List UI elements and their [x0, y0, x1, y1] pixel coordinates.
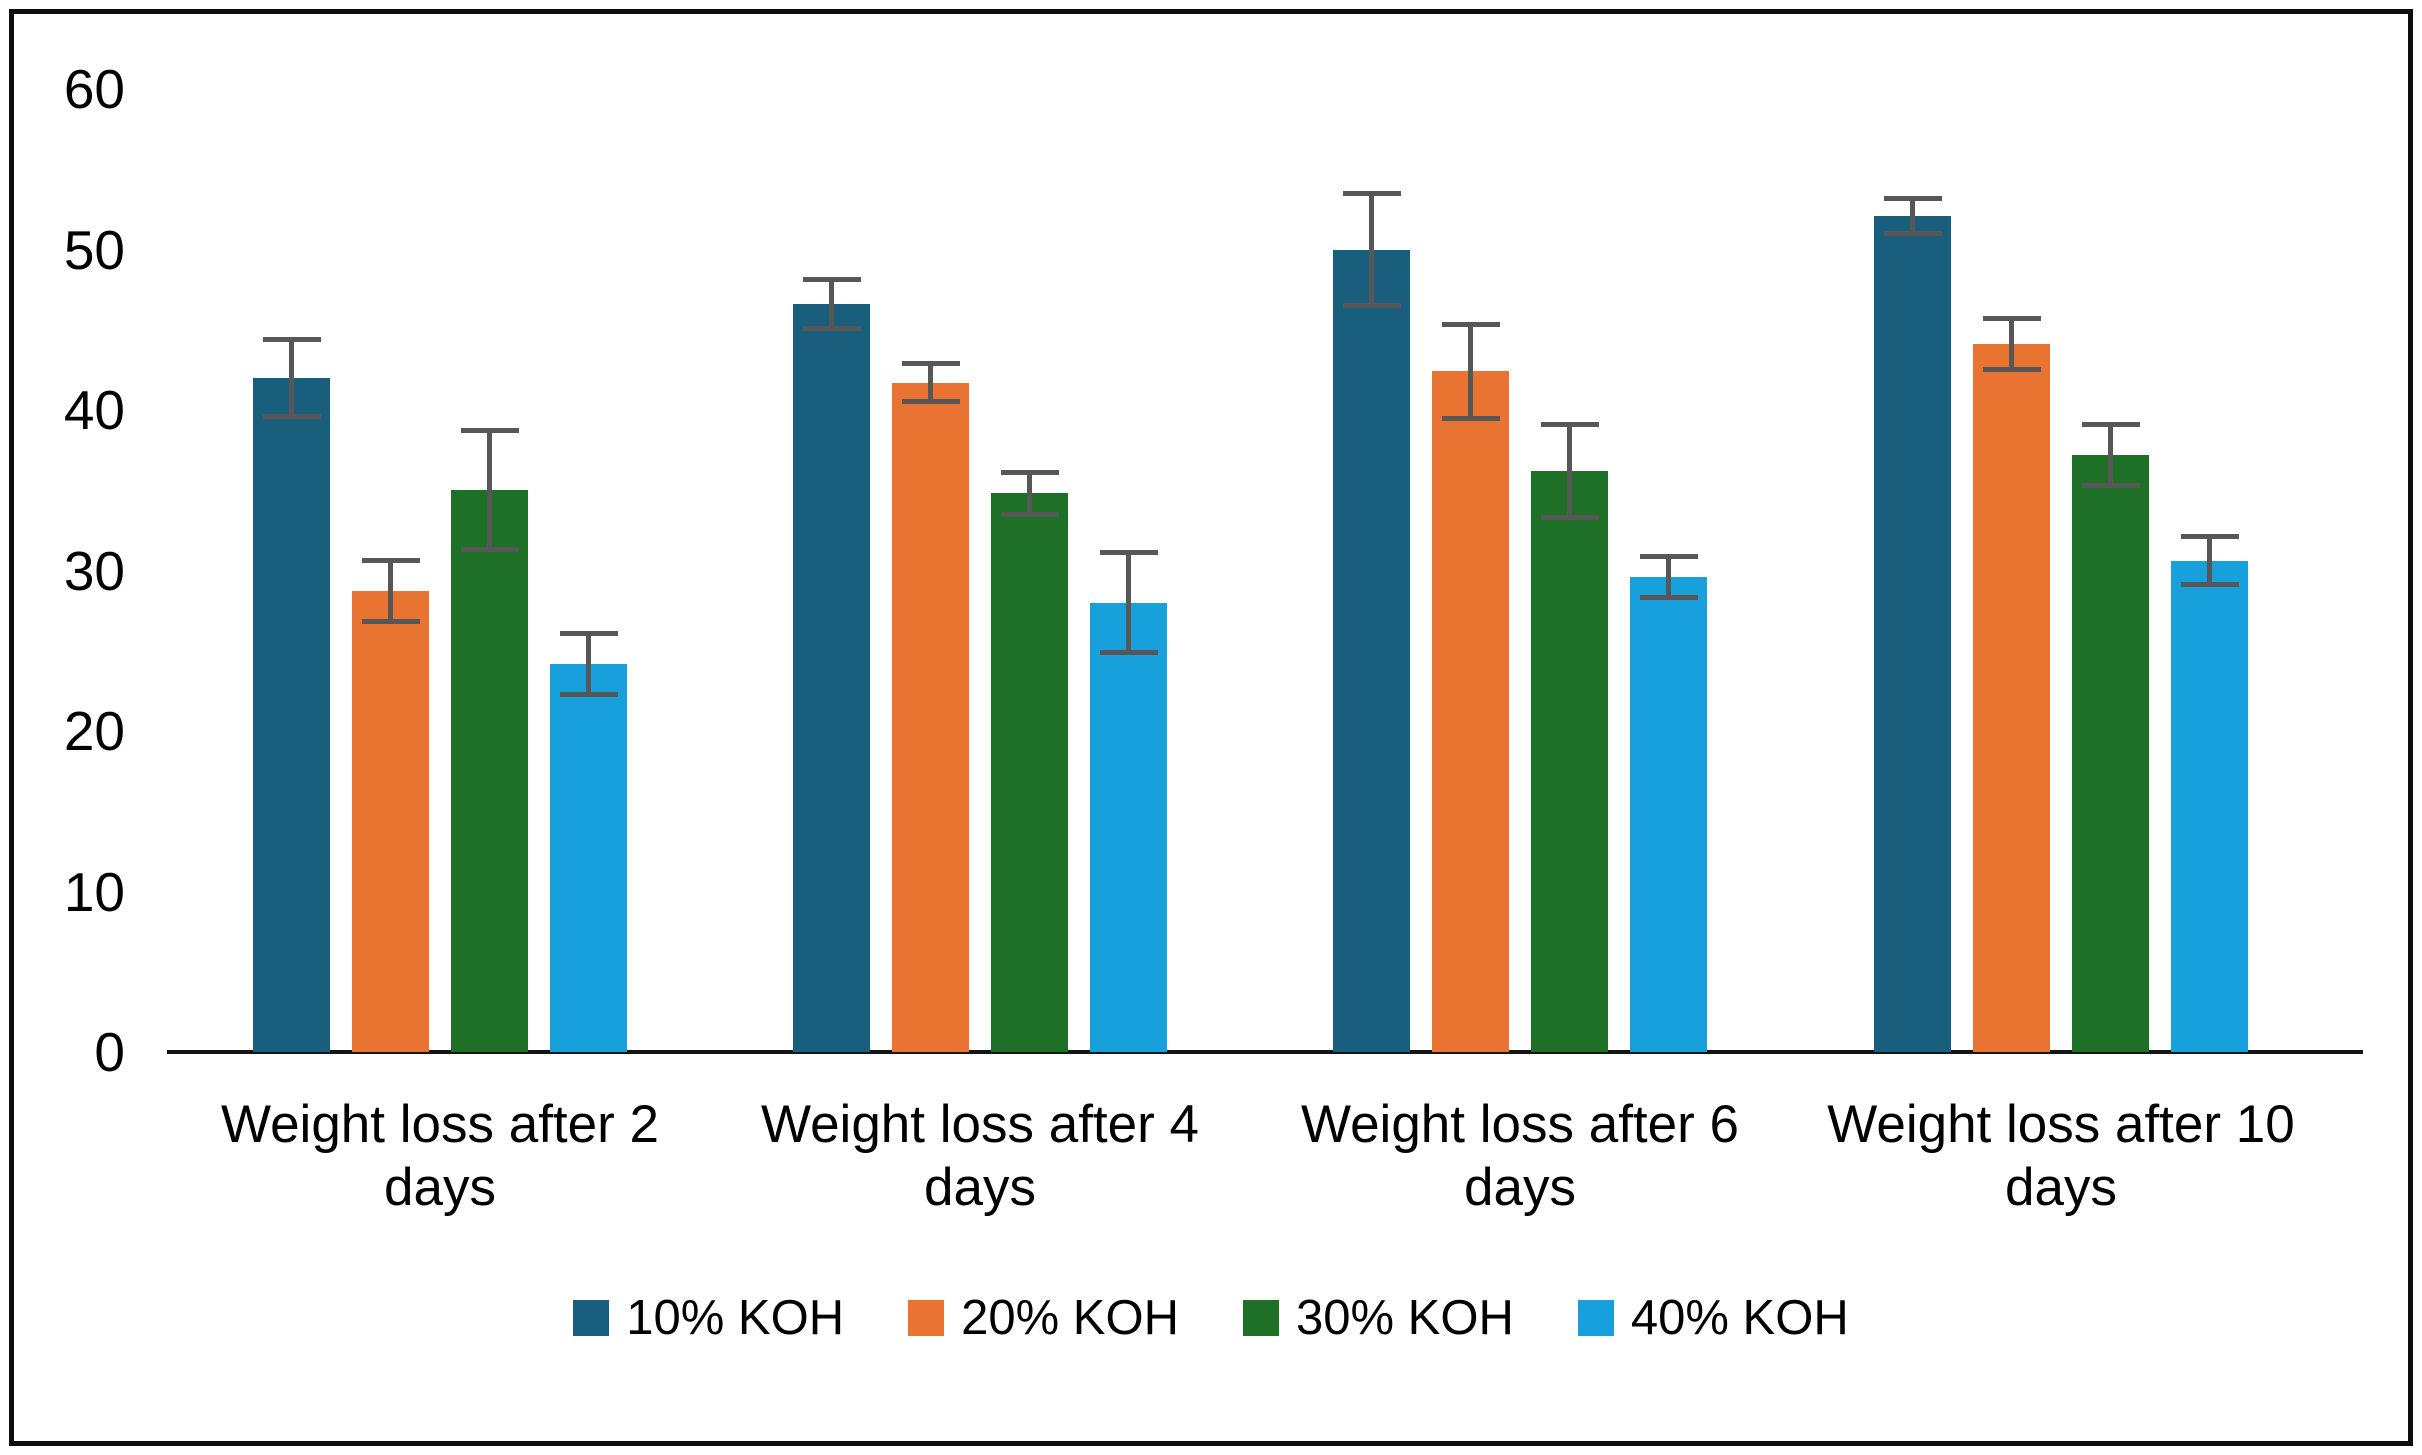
category-label: Weight loss after 10 days: [1827, 1095, 2295, 1217]
bar-10-koh-group4: [1874, 215, 1951, 1052]
bar-20-koh-group2: [892, 382, 969, 1052]
error-bar-cap: [2180, 582, 2239, 588]
category-label: Weight loss after 4 days: [761, 1095, 1199, 1217]
legend-item: 30% KOH: [1243, 1290, 1514, 1346]
error-bar-cap: [460, 428, 519, 434]
error-bar: [2207, 536, 2212, 585]
legend-label: 20% KOH: [961, 1291, 1179, 1345]
bar-30-koh-group3: [1531, 470, 1608, 1052]
error-bar: [1666, 556, 1671, 598]
error-bar: [2009, 318, 2014, 370]
error-bar-cap: [1441, 415, 1500, 421]
error-bar-cap: [1883, 230, 1942, 236]
y-tick-label: 30: [63, 540, 125, 602]
y-tick-label: 20: [63, 700, 125, 762]
bar-20-koh-group4: [1973, 344, 2050, 1052]
legend-item: 20% KOH: [908, 1290, 1179, 1346]
legend: 10% KOH 20% KOH 30% KOH 40% KOH: [0, 1290, 2422, 1346]
error-bar: [1369, 193, 1374, 306]
error-bar-cap: [1099, 550, 1158, 556]
error-bar-cap: [901, 360, 960, 366]
error-bar: [388, 560, 393, 622]
error-bar-cap: [361, 558, 420, 564]
error-bar: [1567, 424, 1572, 518]
bar-40-koh-group4: [2171, 560, 2248, 1052]
error-bar: [487, 430, 492, 550]
bar-20-koh-group3: [1432, 371, 1509, 1052]
bar-40-koh-group2: [1090, 602, 1167, 1052]
x-axis-line: [167, 1050, 2363, 1054]
bar-30-koh-group2: [991, 493, 1068, 1052]
error-bar: [928, 363, 933, 402]
bar-20-koh-group1: [352, 591, 429, 1052]
error-bar-cap: [1639, 553, 1698, 559]
error-bar-cap: [1000, 470, 1059, 476]
chart-border: [9, 9, 2413, 1446]
y-tick-label: 40: [63, 379, 125, 441]
legend-item: 10% KOH: [573, 1290, 844, 1346]
error-bar: [1027, 472, 1032, 515]
legend-swatch-icon: [908, 1300, 945, 1336]
legend-swatch-icon: [1577, 1300, 1614, 1336]
error-bar-cap: [1883, 195, 1942, 201]
legend-item: 40% KOH: [1577, 1290, 1849, 1346]
error-bar-cap: [1982, 367, 2041, 373]
error-bar-cap: [1342, 303, 1401, 309]
legend-swatch-icon: [573, 1300, 610, 1336]
y-tick-label: 60: [63, 58, 125, 120]
error-bar-cap: [2081, 482, 2140, 488]
category-label: Weight loss after 6 days: [1301, 1095, 1739, 1217]
error-bar-cap: [802, 325, 861, 331]
y-tick-label: 10: [63, 861, 125, 923]
error-bar: [1910, 198, 1915, 234]
y-tick-label: 0: [94, 1021, 125, 1083]
error-bar-cap: [2081, 421, 2140, 427]
legend-label: 30% KOH: [1296, 1291, 1514, 1345]
error-bar-cap: [1000, 511, 1059, 517]
error-bar-cap: [1982, 316, 2041, 321]
error-bar-cap: [262, 336, 321, 342]
error-bar-cap: [901, 399, 960, 405]
error-bar: [2108, 424, 2113, 486]
bar-40-koh-group3: [1630, 576, 1707, 1052]
bar-40-koh-group1: [550, 663, 627, 1052]
error-bar-cap: [1540, 421, 1599, 427]
error-bar-cap: [1639, 595, 1698, 601]
bar-30-koh-group4: [2072, 454, 2149, 1052]
error-bar-cap: [559, 691, 618, 697]
legend-label: 40% KOH: [1630, 1291, 1849, 1345]
error-bar: [1468, 324, 1473, 418]
category-label: Weight loss after 2 days: [221, 1095, 659, 1217]
error-bar-cap: [262, 413, 321, 419]
error-bar: [1126, 552, 1131, 653]
bar-30-koh-group1: [451, 490, 528, 1052]
bar-10-koh-group1: [253, 377, 330, 1052]
error-bar-cap: [1441, 322, 1500, 328]
error-bar-cap: [1099, 649, 1158, 655]
error-bar-cap: [460, 547, 519, 553]
y-tick-label: 50: [63, 219, 125, 281]
error-bar-cap: [361, 619, 420, 625]
error-bar: [829, 279, 834, 329]
error-bar-cap: [802, 277, 861, 283]
legend-label: 10% KOH: [626, 1291, 845, 1345]
error-bar: [586, 633, 591, 695]
error-bar: [289, 339, 294, 417]
error-bar-cap: [1342, 190, 1401, 196]
bar-10-koh-group3: [1333, 249, 1410, 1052]
bar-10-koh-group2: [793, 304, 870, 1052]
legend-swatch-icon: [1243, 1300, 1279, 1336]
error-bar-cap: [1540, 515, 1599, 521]
error-bar-cap: [559, 630, 618, 636]
error-bar-cap: [2180, 534, 2239, 540]
